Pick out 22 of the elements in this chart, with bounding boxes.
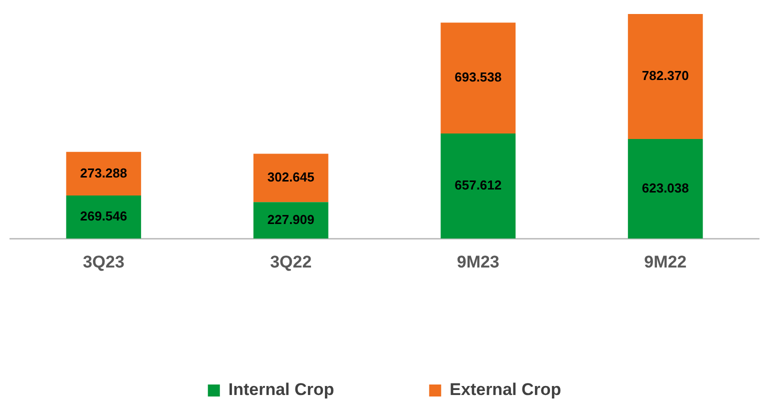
bar — [253, 154, 328, 202]
bar — [628, 14, 703, 140]
bar — [66, 152, 142, 196]
x-tick-label: 3Q23 — [82, 252, 124, 272]
data-label: 782.370 — [642, 68, 689, 84]
x-tick-label: 9M23 — [456, 252, 500, 272]
data-label: 623.038 — [642, 180, 689, 196]
bar — [440, 22, 516, 134]
bar — [440, 134, 516, 239]
bar — [253, 202, 328, 239]
legend-label: Internal Crop — [228, 380, 334, 400]
legend-label: External Crop — [450, 380, 562, 400]
data-label: 302.645 — [267, 170, 314, 185]
data-label: 227.909 — [267, 212, 314, 227]
data-label: 273.288 — [80, 165, 128, 180]
data-label: 269.546 — [80, 208, 128, 224]
bar — [66, 196, 142, 239]
x-tick-label: 9M22 — [644, 252, 687, 272]
data-label: 657.612 — [454, 178, 502, 193]
data-label: 693.538 — [454, 70, 502, 85]
x-tick-label: 3Q22 — [270, 252, 312, 272]
bar — [628, 139, 703, 239]
